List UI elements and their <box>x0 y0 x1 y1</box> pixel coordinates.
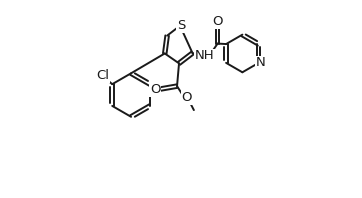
Text: O: O <box>181 91 192 104</box>
Text: S: S <box>177 19 185 32</box>
Text: O: O <box>212 15 223 28</box>
Text: Cl: Cl <box>96 69 109 82</box>
Text: N: N <box>256 56 266 69</box>
Text: O: O <box>150 83 160 96</box>
Text: NH: NH <box>195 49 215 62</box>
